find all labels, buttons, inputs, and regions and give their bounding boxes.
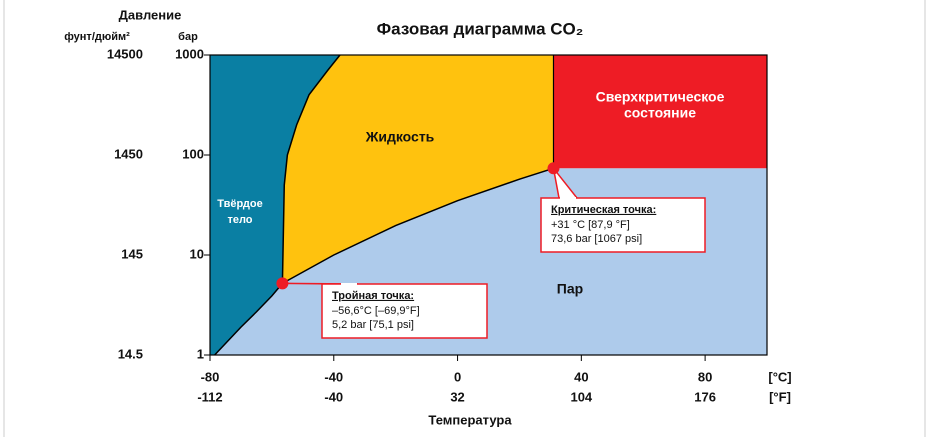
region-label: Твёрдое — [217, 198, 262, 210]
phase-point — [276, 277, 289, 290]
y-tick-label: 1 — [197, 346, 204, 361]
y2-tick-label: 1450 — [114, 146, 143, 161]
region-label: состояние — [624, 105, 696, 121]
callout-line: –56,6°C [–69,9°F] — [332, 305, 420, 317]
x2-tick-label: -40 — [324, 389, 343, 404]
x2-tick-label: 32 — [450, 389, 464, 404]
x-tick-label: 40 — [574, 369, 588, 384]
plot-frame — [209, 54, 768, 356]
y2-tick-label: 14.5 — [118, 346, 143, 361]
callout-line: +31 °C [87,9 °F] — [551, 219, 630, 231]
liquid-region — [282, 55, 554, 284]
x-axis-title: Температура — [428, 412, 512, 427]
callout-line: 5,2 bar [75,1 psi] — [332, 319, 414, 331]
phase-curve — [282, 167, 554, 285]
phase-curve — [214, 282, 283, 356]
y-unit-right: бар — [178, 31, 198, 43]
phase-point — [547, 162, 560, 175]
region-label: Пар — [557, 281, 583, 297]
x-tick-label: 80 — [698, 369, 712, 384]
y-tick-label: 100 — [182, 146, 204, 161]
y2-tick-label: 145 — [121, 246, 143, 261]
x2-unit: [°F] — [769, 389, 791, 404]
x2-tick-label: 104 — [570, 389, 592, 404]
y-axis-title: Давление — [119, 7, 182, 22]
y-tick-label: 10 — [190, 246, 204, 261]
y-unit-left: фунт/дюйм² — [64, 31, 130, 43]
callout-box — [321, 283, 488, 339]
callout-line: 73,6 bar [1067 psi] — [551, 233, 642, 245]
x2-tick-label: -112 — [197, 389, 222, 404]
x-tick-label: -80 — [201, 369, 220, 384]
x-tick-label: 0 — [454, 369, 461, 384]
callout-title: Критическая точка: — [551, 204, 656, 216]
solid-region — [210, 55, 340, 355]
x-tick-label: -40 — [324, 369, 343, 384]
phase-curve — [281, 54, 341, 284]
y-tick-label: 1000 — [175, 46, 204, 61]
x2-tick-label: 176 — [694, 389, 716, 404]
callout-title: Тройная точка: — [332, 290, 414, 302]
callout-box — [540, 197, 706, 253]
region-label: Жидкость — [365, 129, 435, 145]
region-label: Сверхкритическое — [596, 89, 725, 105]
region-label: тело — [227, 214, 252, 226]
supercritical-region — [553, 55, 767, 169]
x-unit: [°C] — [768, 369, 791, 384]
chart-title: Фазовая диаграмма CO₂ — [377, 19, 584, 38]
y2-tick-label: 14500 — [107, 46, 143, 61]
